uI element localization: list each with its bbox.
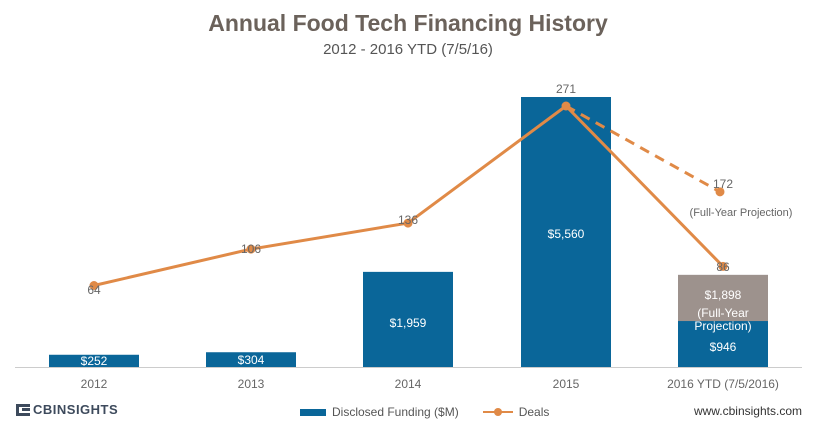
deals-value-label-2: 136: [398, 213, 418, 227]
x-tick-label-2: 2014: [395, 377, 422, 391]
projection-funding-note-line1: (Full-Year: [697, 306, 749, 320]
bar-value-label-3: $5,560: [548, 227, 585, 241]
deals-value-label-4: 86: [716, 260, 730, 274]
bar-1: [206, 352, 296, 367]
website-url: www.cbinsights.com: [693, 404, 802, 418]
chart-subtitle: 2012 - 2016 YTD (7/5/16): [323, 41, 493, 58]
deals-value-label-0: 64: [87, 283, 101, 297]
deals-point-0: [89, 281, 99, 291]
x-tick-label-3: 2015: [553, 377, 580, 391]
deals-projection-line: [565, 104, 721, 194]
x-tick-label-0: 2012: [81, 377, 108, 391]
deals-point-3: [561, 101, 571, 111]
x-tick-label-1: 2013: [238, 377, 265, 391]
x-tick-label-4: 2016 YTD (7/5/2016): [667, 377, 779, 391]
bar-4: [678, 321, 768, 367]
legend-deals-label: Deals: [518, 405, 550, 419]
deals-value-label-3: 271: [556, 82, 576, 96]
legend-bar-swatch: [300, 408, 326, 416]
projection-funding-note-line2: Projection): [694, 319, 751, 333]
deals-projection-point: [715, 187, 725, 197]
bar-value-label-0: $252: [81, 354, 108, 368]
bar-value-label-2: $1,959: [390, 316, 427, 330]
bar-0: [49, 354, 139, 367]
legend: Disclosed Funding ($M) Deals: [300, 405, 549, 419]
bar-2: [363, 271, 453, 367]
legend-line-swatch: [482, 408, 513, 416]
legend-funding-label: Disclosed Funding ($M): [332, 405, 459, 419]
deals-point-1: [246, 244, 256, 254]
cbinsights-logo: CBINSIGHTS: [16, 402, 118, 417]
logo-text: CBINSIGHTS: [33, 402, 119, 417]
projection-deals-label: 172: [713, 177, 733, 191]
chart-title: Annual Food Tech Financing History: [208, 10, 608, 36]
bar-value-label-1: $304: [238, 353, 265, 367]
bar-3: [521, 97, 611, 367]
deals-line: [93, 104, 725, 287]
projection-funding-label: $1,898: [705, 288, 742, 302]
deals-point-2: [403, 218, 413, 228]
deals-value-label-1: 106: [241, 242, 261, 256]
logo-mark-icon: [16, 403, 30, 416]
deals-point-4: [718, 261, 728, 271]
projection-deals-note: (Full-Year Projection): [690, 207, 793, 219]
bar-value-label-4: $946: [710, 340, 737, 354]
